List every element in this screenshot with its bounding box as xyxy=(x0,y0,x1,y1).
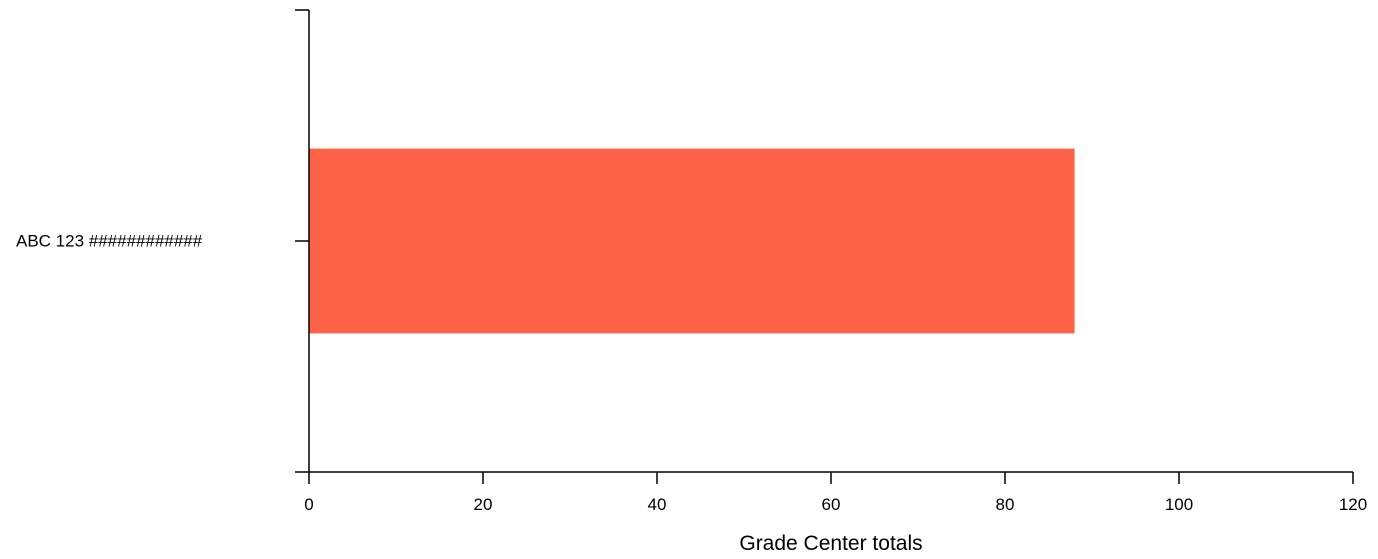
x-axis-title: Grade Center totals xyxy=(739,532,922,555)
x-tick-label: 80 xyxy=(996,495,1015,514)
category-labels-layer: ABC 123 ############ xyxy=(16,232,203,251)
bars-layer xyxy=(309,148,1075,334)
x-ticks-layer: 0 20 40 60 80 100 120 xyxy=(304,472,1367,514)
bar xyxy=(309,148,1075,334)
x-tick-label: 40 xyxy=(648,495,667,514)
category-label: ABC 123 ############ xyxy=(16,232,203,251)
x-tick-label: 60 xyxy=(822,495,841,514)
axes-layer xyxy=(295,9,1353,473)
x-tick-label: 0 xyxy=(304,495,313,514)
x-tick-label: 100 xyxy=(1165,495,1193,514)
x-tick-label: 120 xyxy=(1339,495,1367,514)
x-tick-label: 20 xyxy=(474,495,493,514)
